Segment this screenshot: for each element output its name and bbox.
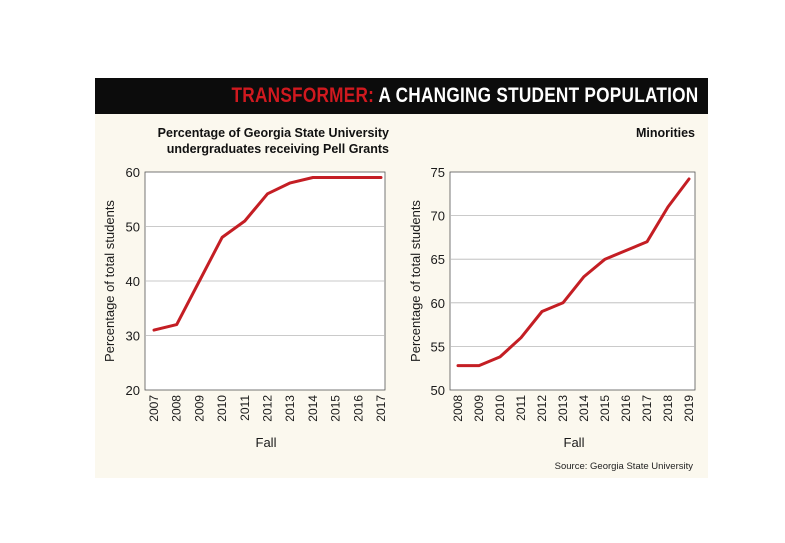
pell-y-tick-label: 60 <box>126 165 140 180</box>
minorities-x-tick-label: 2016 <box>619 395 633 422</box>
pell-x-tick-label: 2010 <box>215 395 229 422</box>
minorities-y-tick-label: 50 <box>431 383 445 398</box>
pell-y-tick-label: 20 <box>126 383 140 398</box>
minorities-x-tick-label: 2014 <box>577 395 591 422</box>
banner-keyword: TRANSFORMER: <box>231 84 374 107</box>
chart2-title-line: Minorities <box>635 126 695 140</box>
minorities-x-tick-label: 2012 <box>535 395 549 422</box>
minorities-x-tick-label: 2019 <box>682 395 696 422</box>
pell-y-tick-label: 50 <box>126 220 140 235</box>
minorities-x-tick-label: 2018 <box>661 395 675 422</box>
minorities-x-tick-label: 2011 <box>514 395 528 421</box>
minorities-x-tick-label: 2008 <box>451 395 465 422</box>
minorities-series-line <box>456 177 691 368</box>
chart1-title: Percentage of Georgia State University u… <box>158 125 389 157</box>
pell-x-tick-label: 2017 <box>374 395 388 422</box>
chart1-title-line: undergraduates receiving Pell Grants <box>166 142 389 156</box>
pell-x-tick-label: 2009 <box>192 395 206 422</box>
pell-y-tick-label: 30 <box>126 329 140 344</box>
pell-x-tick-label: 2013 <box>283 395 297 422</box>
banner-title: TRANSFORMER: A CHANGING STUDENT POPULATI… <box>231 84 698 108</box>
minorities-y-axis-label: Percentage of total students <box>408 200 423 362</box>
minorities-x-tick-label: 2017 <box>640 395 654 422</box>
minorities-x-tick-label: 2013 <box>556 395 570 422</box>
minorities-x-tick-label: 2010 <box>493 395 507 422</box>
minorities-y-tick-label: 60 <box>431 296 445 311</box>
pell-x-tick-label: 2016 <box>351 395 365 422</box>
chart2-title: Minorities <box>636 125 695 141</box>
source-note: Source: Georgia State University <box>554 461 693 472</box>
pell-x-tick-label: 2014 <box>306 395 320 422</box>
title-banner: TRANSFORMER: A CHANGING STUDENT POPULATI… <box>95 78 708 114</box>
minorities-x-tick-label: 2009 <box>472 395 486 422</box>
pell-x-tick-label: 2011 <box>238 395 252 421</box>
minorities-y-tick-label: 55 <box>431 339 445 354</box>
pell-x-tick-label: 2008 <box>170 395 184 422</box>
pell-y-tick-label: 40 <box>126 274 140 289</box>
banner-subtitle: A CHANGING STUDENT POPULATION <box>373 84 698 107</box>
pell-x-axis-label: Fall <box>256 435 277 450</box>
minorities-x-tick-label: 2015 <box>598 395 612 422</box>
minorities-y-tick-label: 65 <box>431 252 445 267</box>
pell-series-line <box>152 176 383 332</box>
minorities-y-tick-label: 75 <box>431 165 445 180</box>
minorities-plot-area <box>449 171 696 391</box>
pell-x-tick-label: 2012 <box>261 395 275 422</box>
minorities-x-axis-label: Fall <box>564 435 585 450</box>
pell-x-tick-label: 2015 <box>329 395 343 422</box>
chart1-title-line: Percentage of Georgia State University <box>157 126 389 140</box>
pell-y-axis-label: Percentage of total students <box>102 200 117 362</box>
pell-x-tick-label: 2007 <box>147 395 161 422</box>
minorities-y-tick-label: 70 <box>431 209 445 224</box>
